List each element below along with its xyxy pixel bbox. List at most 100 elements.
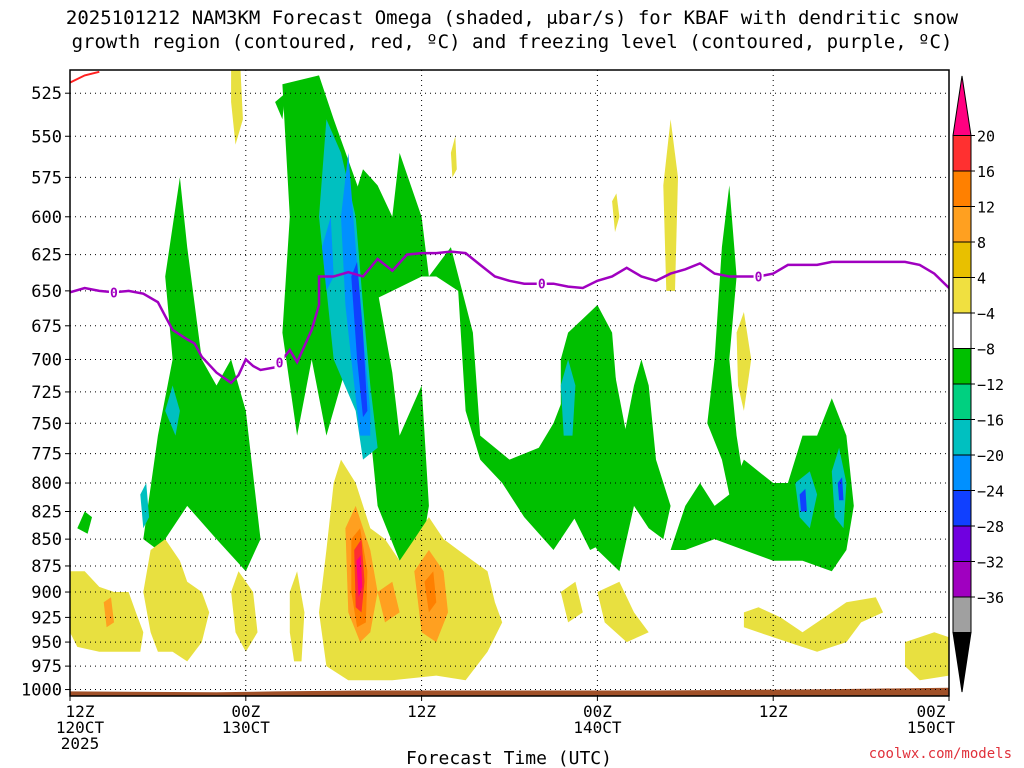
omega-shade-33	[450, 136, 457, 178]
omega-shade-8	[275, 93, 286, 120]
y-tick-label-725: 725	[31, 383, 62, 403]
omega-shade-7	[77, 511, 92, 534]
x-axis-label: Forecast Time (UTC)	[406, 748, 612, 768]
omega-shade-3	[560, 305, 627, 550]
y-tick-label-625: 625	[31, 246, 62, 266]
y-tick-label-825: 825	[31, 503, 62, 523]
omega-shade-5	[670, 398, 854, 572]
colorbar-seg-5	[952, 277, 972, 314]
omega-shade-25	[560, 581, 583, 623]
colorbar-label-4: 4	[977, 270, 986, 288]
colorbar-seg-6	[952, 312, 972, 349]
omega-shade-42	[70, 687, 949, 696]
credit: coolwx.com/models	[868, 746, 1012, 762]
freezing-label-bg-2	[536, 275, 547, 290]
colorbar-seg-2	[952, 170, 972, 207]
x-tick-label-3-1: 140CT	[573, 718, 622, 737]
colorbar-label-11: −28	[977, 518, 1004, 536]
omega-shade-21	[143, 539, 210, 662]
omega-shade-30	[231, 70, 243, 145]
colorbar-label-0: 20	[977, 128, 995, 146]
colorbar-label-2: 12	[977, 199, 995, 217]
omega-shade-14	[140, 483, 150, 529]
colorbar-label-9: −20	[977, 447, 1004, 465]
colorbar-seg-7	[952, 348, 972, 385]
omega-shade-17	[351, 261, 368, 418]
omega-shade-29	[663, 119, 678, 291]
y-tick-label-1000: 1000	[21, 681, 62, 701]
omega-shade-18	[799, 488, 807, 512]
colorbar-label-6: −8	[977, 341, 995, 359]
omega-shade-10	[165, 385, 180, 436]
freezing-level-line	[70, 250, 949, 385]
colorbar-seg-9	[952, 419, 972, 456]
freezing-level-label-1: 0	[276, 357, 284, 372]
colorbar-seg-12	[952, 525, 972, 562]
y-tick-label-675: 675	[31, 317, 62, 337]
omega-shade-2	[348, 152, 634, 572]
colorbar-label-10: −24	[977, 483, 1004, 501]
y-tick-label-525: 525	[31, 84, 62, 104]
omega-shade-37	[103, 597, 114, 628]
x-tick-label-2-0: 12Z	[407, 702, 436, 721]
freezing-label-bg-0	[108, 284, 119, 299]
omega-shade-24	[231, 571, 258, 652]
dgz-contour	[70, 70, 100, 84]
y-tick-label-550: 550	[31, 127, 62, 147]
freezing-label-bg-1	[274, 354, 285, 369]
y-tick-label-800: 800	[31, 474, 62, 494]
y-tick-label-925: 925	[31, 608, 62, 628]
colorbar-seg-11	[952, 490, 972, 527]
colorbar-label-12: −32	[977, 554, 1004, 572]
omega-shade-4	[619, 359, 671, 540]
freezing-level-label-3: 0	[755, 271, 763, 286]
y-tick-label-750: 750	[31, 414, 62, 434]
x-tick-label-1-1: 130CT	[222, 718, 271, 737]
omega-shade-11	[560, 359, 576, 436]
y-tick-label-575: 575	[31, 168, 62, 188]
colorbar-label-8: −16	[977, 412, 1004, 430]
omega-shade-16	[322, 216, 334, 291]
colorbar-label-3: 8	[977, 234, 986, 252]
omega-shade-0	[143, 177, 261, 572]
omega-shade-32	[612, 193, 620, 233]
omega-shade-27	[743, 597, 884, 652]
plot-frame	[69, 69, 950, 697]
y-tick-label-975: 975	[31, 657, 62, 677]
colorbar-seg-10	[952, 454, 972, 491]
x-tick-label-5-0: 00Z	[917, 702, 946, 721]
x-tick-label-3-0: 00Z	[583, 702, 612, 721]
omega-shade-6	[707, 185, 744, 495]
x-tick-label-0-2: 2025	[61, 734, 100, 753]
freezing-level-label-0: 0	[110, 286, 118, 301]
omega-shade-19	[837, 477, 844, 501]
colorbar-seg-3	[952, 206, 972, 243]
y-tick-label-900: 900	[31, 583, 62, 603]
omega-shade-23	[289, 571, 305, 662]
x-tick-label-0-0: 12Z	[66, 702, 95, 721]
freezing-label-bg-3	[753, 268, 764, 283]
colorbar-seg-14	[952, 596, 972, 633]
omega-shade-28	[905, 632, 949, 681]
y-tick-label-950: 950	[31, 633, 62, 653]
colorbar-seg-0	[952, 75, 972, 136]
y-tick-label-850: 850	[31, 530, 62, 550]
colorbar-label-13: −36	[977, 589, 1004, 607]
colorbar-seg-15	[952, 632, 972, 693]
colorbar-seg-13	[952, 561, 972, 598]
y-tick-label-875: 875	[31, 557, 62, 577]
omega-shade-12	[795, 471, 818, 529]
y-tick-label-600: 600	[31, 208, 62, 228]
colorbar-seg-8	[952, 383, 972, 420]
x-tick-label-5-1: 150CT	[907, 718, 956, 737]
omega-shade-36	[377, 581, 400, 623]
y-tick-label-775: 775	[31, 445, 62, 465]
colorbar-label-1: 16	[977, 163, 995, 181]
omega-shade-31	[736, 312, 752, 411]
colorbar-label-5: −4	[977, 305, 995, 323]
freezing-level-label-2: 0	[538, 278, 546, 293]
x-tick-label-4-0: 12Z	[759, 702, 788, 721]
y-tick-label-650: 650	[31, 282, 62, 302]
x-tick-label-0-1: 120CT	[56, 718, 105, 737]
